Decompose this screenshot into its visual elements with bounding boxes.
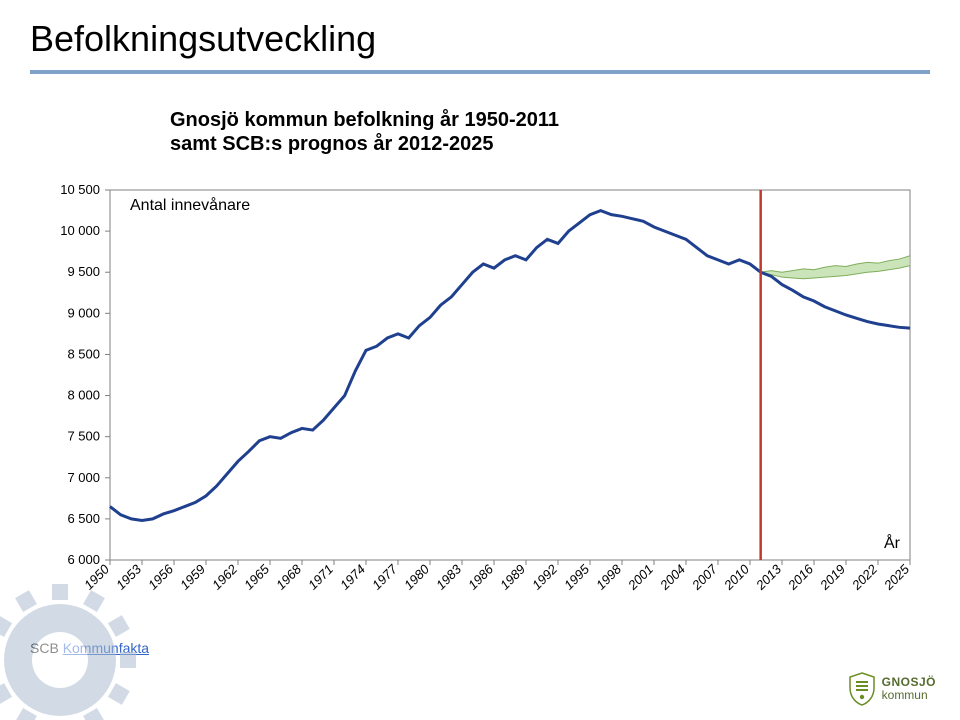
logo-sub: kommun [882,689,936,702]
svg-text:2013: 2013 [752,561,784,593]
svg-text:1995: 1995 [561,561,593,593]
svg-text:8 000: 8 000 [67,388,100,403]
svg-text:6 500: 6 500 [67,511,100,526]
svg-text:1983: 1983 [433,561,465,593]
svg-text:1986: 1986 [465,561,497,593]
svg-text:2019: 2019 [816,562,848,594]
title-underline [30,70,930,74]
svg-text:10 000: 10 000 [60,223,100,238]
svg-text:1974: 1974 [337,562,368,593]
page-title: Befolkningsutveckling [30,18,376,60]
svg-text:1971: 1971 [305,562,336,593]
svg-text:8 500: 8 500 [67,346,100,361]
svg-text:1965: 1965 [241,561,273,593]
svg-text:2022: 2022 [848,561,880,593]
shield-icon [848,672,876,706]
svg-text:2010: 2010 [720,561,752,593]
svg-text:9 500: 9 500 [67,264,100,279]
svg-text:1962: 1962 [209,561,241,593]
svg-text:samt SCB:s prognos år 2012-202: samt SCB:s prognos år 2012-2025 [170,132,493,155]
logo: GNOSJÖ kommun [848,672,936,706]
svg-text:2007: 2007 [688,561,720,593]
svg-text:År: År [884,533,901,552]
svg-text:2025: 2025 [880,561,912,593]
gear-decor [0,560,160,720]
svg-text:1998: 1998 [593,561,625,593]
svg-text:7 000: 7 000 [67,470,100,485]
svg-text:1992: 1992 [529,561,561,593]
svg-text:9 000: 9 000 [67,305,100,320]
svg-text:1980: 1980 [401,561,433,593]
svg-text:7 500: 7 500 [67,429,100,444]
svg-text:1968: 1968 [273,561,305,593]
svg-text:2004: 2004 [656,562,688,594]
population-chart: Gnosjö kommun befolkning år 1950-2011sam… [30,100,930,620]
svg-text:1977: 1977 [369,561,401,593]
svg-text:Antal innevånare: Antal innevånare [130,196,250,214]
svg-text:2001: 2001 [624,562,656,594]
svg-text:1959: 1959 [177,562,208,593]
svg-text:2016: 2016 [784,561,816,593]
svg-text:1989: 1989 [497,562,528,593]
svg-text:10 500: 10 500 [60,182,100,197]
svg-text:Gnosjö kommun befolkning år 19: Gnosjö kommun befolkning år 1950-2011 [170,108,559,131]
